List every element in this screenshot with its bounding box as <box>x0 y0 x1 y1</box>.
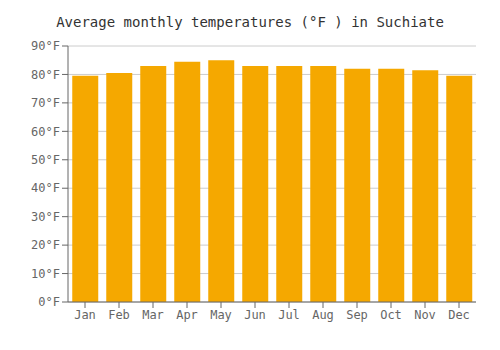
svg-text:10°F: 10°F <box>31 267 60 281</box>
svg-text:May: May <box>210 308 232 322</box>
svg-text:Sep: Sep <box>346 308 368 322</box>
svg-text:Mar: Mar <box>142 308 164 322</box>
html-text:Average monthly temperatures (: Average monthly temperatures (°F ) in Su… <box>56 14 444 30</box>
svg-text:90°F: 90°F <box>31 39 60 53</box>
svg-text:Jan: Jan <box>74 308 96 322</box>
svg-text:Dec: Dec <box>448 308 470 322</box>
svg-text:30°F: 30°F <box>31 210 60 224</box>
svg-text:Oct: Oct <box>380 308 402 322</box>
svg-text:0°F: 0°F <box>38 295 60 309</box>
svg-text:40°F: 40°F <box>31 181 60 195</box>
svg-text:20°F: 20°F <box>31 238 60 252</box>
svg-text:50°F: 50°F <box>31 153 60 167</box>
svg-text:Jul: Jul <box>278 308 300 322</box>
svg-text:60°F: 60°F <box>31 125 60 139</box>
svg-text:Jun: Jun <box>244 308 266 322</box>
svg-text:70°F: 70°F <box>31 96 60 110</box>
svg-text:Aug: Aug <box>312 308 334 322</box>
svg-text:Apr: Apr <box>176 308 198 322</box>
svg-text:Nov: Nov <box>414 308 436 322</box>
svg-text:Feb: Feb <box>108 308 130 322</box>
svg-text:80°F: 80°F <box>31 68 60 82</box>
